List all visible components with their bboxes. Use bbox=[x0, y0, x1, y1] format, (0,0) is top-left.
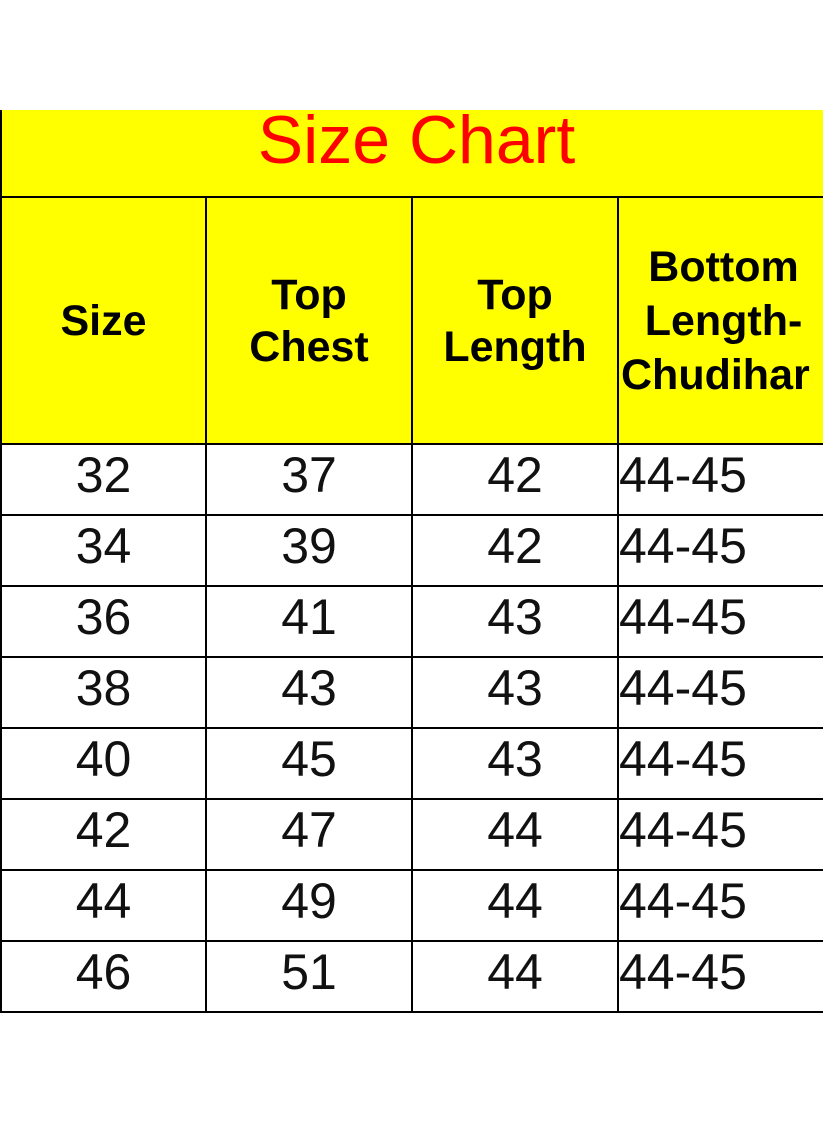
header-bottom-length: Bottom Length- Chudihar bbox=[617, 196, 823, 445]
cell-bottom-length: 44-45 bbox=[617, 656, 823, 729]
table-row: 34 39 42 44-45 bbox=[0, 514, 823, 587]
cell-top-chest: 39 bbox=[205, 514, 413, 587]
size-table: Size Top Chest Top Length Bottom Length- C… bbox=[0, 196, 823, 1013]
cell-top-chest: 49 bbox=[205, 869, 413, 942]
table-row: 46 51 44 44-45 bbox=[0, 940, 823, 1013]
cell-top-length: 44 bbox=[411, 869, 619, 942]
cell-top-chest: 51 bbox=[205, 940, 413, 1013]
cell-bottom-length: 44-45 bbox=[617, 727, 823, 800]
cell-size: 40 bbox=[0, 727, 207, 800]
cell-bottom-length: 44-45 bbox=[617, 940, 823, 1013]
header-bottom-length-text: Bottom Length- Chudihar bbox=[621, 240, 823, 402]
header-top-length: Top Length bbox=[411, 196, 619, 445]
cell-top-chest: 41 bbox=[205, 585, 413, 658]
cell-bottom-length: 44-45 bbox=[617, 869, 823, 942]
cell-top-length: 43 bbox=[411, 727, 619, 800]
header-top-chest: Top Chest bbox=[205, 196, 413, 445]
cell-top-chest: 43 bbox=[205, 656, 413, 729]
cell-size: 46 bbox=[0, 940, 207, 1013]
table-row: 32 37 42 44-45 bbox=[0, 443, 823, 516]
cell-bottom-length: 44-45 bbox=[617, 514, 823, 587]
cell-top-length: 42 bbox=[411, 514, 619, 587]
cell-top-chest: 45 bbox=[205, 727, 413, 800]
header-bottom-length-label: Bottom Length- Chudihar bbox=[621, 242, 810, 399]
cell-top-length: 42 bbox=[411, 443, 619, 516]
cell-size: 36 bbox=[0, 585, 207, 658]
cell-size: 32 bbox=[0, 443, 207, 516]
cell-top-length: 43 bbox=[411, 656, 619, 729]
header-size: Size bbox=[0, 196, 207, 445]
cell-top-length: 43 bbox=[411, 585, 619, 658]
table-row: 44 49 44 44-45 bbox=[0, 869, 823, 942]
chart-title: Size Chart bbox=[0, 110, 823, 196]
table-row: 40 45 43 44-45 bbox=[0, 727, 823, 800]
cell-top-length: 44 bbox=[411, 940, 619, 1013]
cell-size: 38 bbox=[0, 656, 207, 729]
table-row: 42 47 44 44-45 bbox=[0, 798, 823, 871]
cell-top-chest: 47 bbox=[205, 798, 413, 871]
header-row: Size Top Chest Top Length Bottom Length- C… bbox=[0, 196, 823, 445]
cell-size: 34 bbox=[0, 514, 207, 587]
cell-bottom-length: 44-45 bbox=[617, 798, 823, 871]
cell-size: 42 bbox=[0, 798, 207, 871]
table-row: 36 41 43 44-45 bbox=[0, 585, 823, 658]
cell-bottom-length: 44-45 bbox=[617, 443, 823, 516]
size-chart: Size Chart Size Top Chest Top Length Bot… bbox=[0, 110, 823, 1030]
table-row: 38 43 43 44-45 bbox=[0, 656, 823, 729]
cell-bottom-length: 44-45 bbox=[617, 585, 823, 658]
cell-top-chest: 37 bbox=[205, 443, 413, 516]
cell-size: 44 bbox=[0, 869, 207, 942]
cell-top-length: 44 bbox=[411, 798, 619, 871]
